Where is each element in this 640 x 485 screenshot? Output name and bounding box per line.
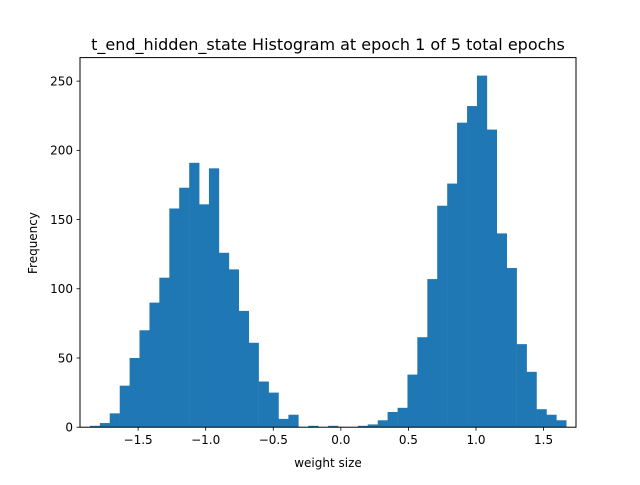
x-tick-label: 1.5 — [534, 433, 553, 447]
histogram-bar — [437, 205, 448, 428]
histogram-bar — [308, 425, 319, 428]
chart-title: t_end_hidden_state Histogram at epoch 1 … — [91, 35, 565, 55]
histogram-bar — [268, 392, 279, 428]
histogram-bar — [288, 414, 299, 428]
plot-frame — [79, 57, 577, 428]
histogram-bar — [467, 106, 478, 428]
histogram-bar — [248, 342, 259, 428]
histogram-bar — [457, 122, 468, 428]
histogram-bar — [208, 168, 220, 428]
x-tick-label: 0.5 — [399, 433, 418, 447]
y-tick-label: 0 — [65, 421, 73, 435]
histogram-bar — [556, 420, 567, 428]
histogram-bar — [546, 414, 557, 428]
histogram-bar — [159, 277, 170, 428]
x-tick-label: −1.5 — [124, 433, 153, 447]
histogram-bar — [109, 413, 120, 428]
histogram-bar — [367, 424, 378, 428]
histogram-bar — [89, 425, 101, 428]
histogram-bar — [218, 252, 230, 428]
histogram-bar — [536, 409, 547, 428]
histogram-bar — [278, 418, 289, 428]
histogram-bar — [189, 162, 200, 428]
histogram-bar — [119, 385, 130, 428]
histogram-bar — [447, 183, 458, 428]
histogram-bar — [516, 344, 527, 428]
x-tick-label: −1.0 — [191, 433, 220, 447]
y-axis-label: Frequency — [26, 212, 40, 274]
histogram-bar — [387, 411, 398, 428]
histogram-bar — [417, 337, 428, 428]
histogram-bar — [377, 420, 388, 428]
x-axis-label: weight size — [294, 456, 362, 470]
y-tick-label: 200 — [50, 144, 73, 158]
x-axis-ticks: −1.5 −1.0 −0.5 0.0 0.5 1.0 1.5 — [124, 427, 553, 447]
histogram-bar — [179, 187, 190, 428]
histogram-bar — [407, 374, 418, 428]
x-tick-label: −0.5 — [259, 433, 288, 447]
histogram-bar — [397, 407, 408, 428]
histogram-bar — [258, 381, 269, 428]
x-tick-label: 1.0 — [466, 433, 485, 447]
histogram-bar — [328, 425, 339, 428]
histogram-bar — [526, 371, 537, 428]
histogram-bar — [129, 357, 140, 428]
y-tick-label: 50 — [58, 351, 73, 365]
histogram-bar — [427, 279, 438, 428]
histogram-bar — [149, 302, 160, 428]
bars-group — [89, 75, 567, 428]
y-tick-label: 150 — [50, 213, 73, 227]
histogram-bar — [476, 75, 488, 428]
histogram-bar — [506, 268, 517, 428]
histogram-bar — [357, 425, 369, 428]
histogram-bar — [169, 208, 180, 428]
histogram-bar — [199, 204, 210, 428]
histogram-bar — [238, 310, 250, 428]
y-tick-label: 250 — [50, 74, 73, 88]
histogram-bar — [99, 423, 111, 428]
x-tick-label: 0.0 — [331, 433, 350, 447]
histogram-bar — [139, 330, 150, 428]
y-tick-label: 100 — [50, 282, 73, 296]
histogram-bar — [486, 129, 498, 428]
y-axis-ticks: 0 50 100 150 200 250 — [50, 74, 80, 435]
histogram-bar — [496, 233, 508, 428]
histogram-bar — [228, 269, 240, 428]
